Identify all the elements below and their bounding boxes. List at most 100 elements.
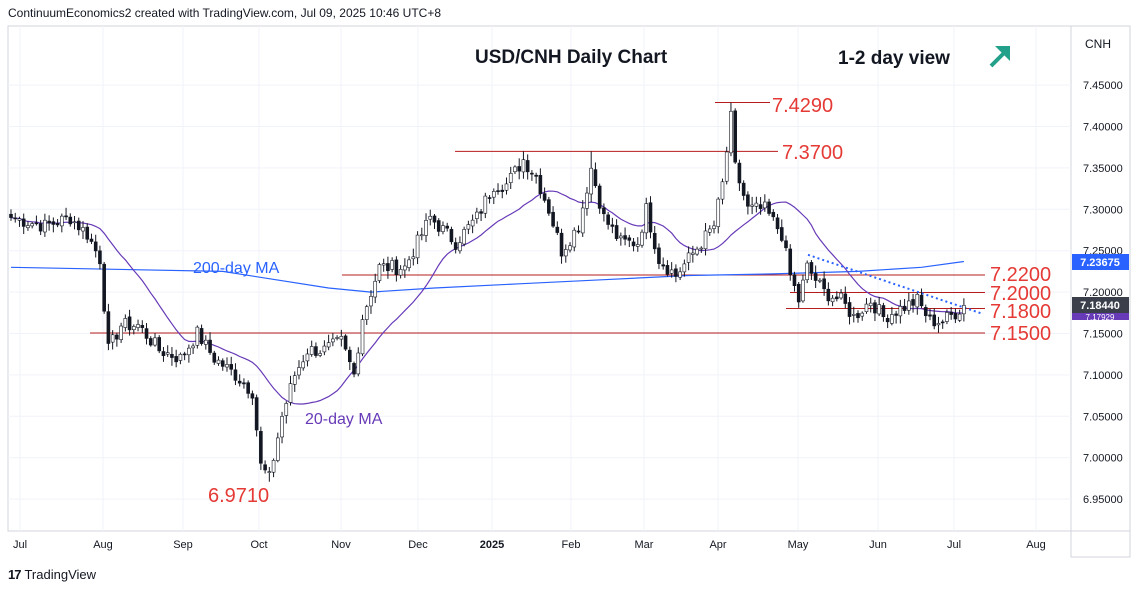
candle-body — [496, 190, 500, 192]
y-axis-labels: 7.450007.400007.350007.300007.250007.200… — [1083, 80, 1123, 506]
level-label: 7.1800 — [990, 301, 1051, 323]
candle-body — [898, 306, 903, 317]
candle-body — [619, 235, 623, 239]
candle-body — [602, 207, 606, 215]
candle-body — [962, 305, 966, 315]
candle-body — [839, 292, 843, 299]
candle-body — [216, 359, 221, 364]
candle-body — [13, 217, 18, 220]
candle-body — [212, 352, 217, 363]
candle-body — [716, 198, 721, 227]
y-tick-label: 7.00000 — [1083, 453, 1123, 465]
candle-body — [674, 268, 678, 277]
candle-body — [796, 283, 801, 303]
candle-body — [606, 214, 610, 225]
candle-body — [508, 173, 513, 183]
up-right-arrow-icon — [989, 46, 1010, 68]
candle-body — [750, 204, 754, 207]
candle-body — [182, 353, 187, 356]
candle-body — [191, 345, 195, 349]
candle-body — [250, 393, 255, 399]
candle-body — [89, 238, 94, 242]
candle-body — [390, 260, 394, 270]
candle-body — [940, 321, 945, 324]
candle-body — [479, 211, 483, 214]
candle-body — [707, 228, 712, 233]
price-scale[interactable] — [1070, 25, 1131, 558]
level-label: 7.3700 — [782, 142, 843, 164]
candle-body — [623, 235, 627, 240]
candle-body — [563, 249, 568, 257]
candle-body — [21, 218, 26, 227]
x-tick-label: Jun — [869, 539, 887, 551]
tradingview-brand: TradingView — [24, 567, 97, 582]
candle-body — [271, 460, 276, 473]
candle-body — [953, 312, 958, 320]
candle-body — [136, 324, 140, 328]
candle-body — [699, 247, 704, 250]
candle-body — [746, 194, 750, 207]
candle-body — [919, 294, 924, 307]
candle-body — [771, 211, 776, 218]
level-label: 7.4290 — [772, 95, 833, 117]
candle-body — [835, 296, 839, 300]
candle-body — [538, 175, 543, 195]
candle-body — [335, 337, 339, 339]
ma20-badge — [1072, 313, 1129, 320]
candle-body — [394, 259, 399, 275]
candle-body — [119, 325, 123, 340]
candle-body — [462, 229, 466, 245]
candle-body — [525, 160, 530, 173]
candle-body — [254, 397, 259, 431]
candle-body — [657, 247, 661, 264]
candle-body — [568, 245, 572, 251]
candle-body — [754, 202, 759, 207]
y-tick-label: 7.30000 — [1083, 204, 1123, 216]
candle-body — [792, 274, 797, 286]
currency-label: CNH — [1085, 37, 1111, 51]
x-tick-label: Aug — [1026, 539, 1046, 551]
candle-body — [242, 382, 246, 385]
candle-body — [165, 352, 170, 355]
candle-body — [339, 336, 344, 340]
y-tick-label: 7.05000 — [1083, 411, 1123, 423]
candle-body — [458, 242, 462, 252]
candle-body — [631, 241, 636, 247]
tradingview-footer[interactable]: 17 TradingView — [8, 567, 96, 582]
candle-body — [233, 369, 238, 381]
candle-body — [322, 345, 327, 353]
candle-body — [923, 307, 928, 317]
last-price-value: 7.18440 — [1080, 300, 1120, 312]
candle-body — [132, 326, 136, 331]
y-tick-label: 7.40000 — [1083, 122, 1123, 134]
candle-body — [928, 314, 932, 317]
candle-body — [377, 264, 382, 281]
candle-body — [356, 352, 361, 375]
candle-body — [297, 367, 301, 376]
x-tick-label: May — [788, 539, 809, 551]
x-tick-label: Mar — [635, 539, 654, 551]
x-tick-label: Oct — [250, 539, 267, 551]
candle-body — [597, 185, 602, 209]
candle-body — [847, 302, 852, 317]
candle-body — [102, 263, 106, 312]
candle-body — [331, 338, 335, 343]
candle-body — [907, 300, 911, 311]
candle-body — [352, 363, 356, 375]
candle-body — [686, 252, 691, 263]
candle-body — [521, 159, 526, 173]
candle-body — [199, 328, 204, 344]
candle-body — [246, 382, 250, 394]
level-label: 7.2200 — [990, 264, 1051, 286]
candle-body — [513, 166, 517, 173]
candle-body — [763, 201, 767, 209]
candle-body — [551, 211, 555, 227]
candle-body — [123, 318, 128, 328]
candle-body — [259, 431, 263, 464]
candle-body — [411, 256, 416, 260]
tradingview-logo-icon: 17 — [8, 567, 22, 582]
candle-body — [432, 215, 437, 223]
candle-body — [140, 325, 145, 328]
candle-body — [403, 265, 407, 271]
